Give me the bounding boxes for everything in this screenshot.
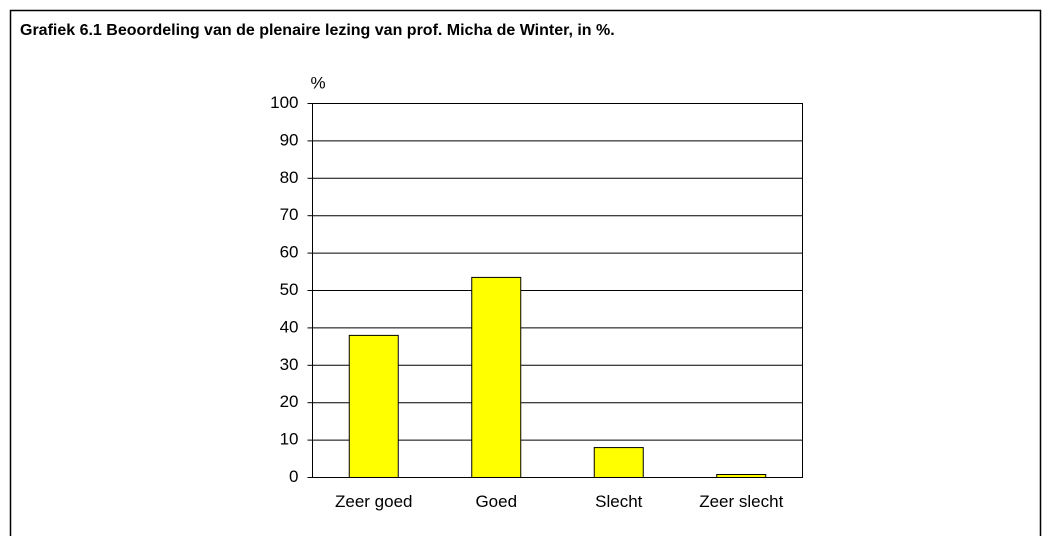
- bar: [593, 447, 644, 478]
- bar: [471, 276, 522, 478]
- frame: [9, 9, 1042, 536]
- y-tick-label: 90: [280, 130, 299, 149]
- bar: [348, 334, 399, 478]
- y-tick-label: 0: [289, 467, 298, 486]
- y-tick-label: 10: [280, 430, 299, 449]
- y-tick-label: 50: [280, 280, 299, 299]
- x-tick-label: Slecht: [595, 492, 643, 511]
- x-tick-label: Zeer goed: [335, 492, 413, 511]
- y-axis-label: %: [310, 73, 325, 92]
- y-tick-label: 70: [280, 205, 299, 224]
- y-tick-label: 100: [270, 93, 298, 112]
- chart-title: Grafiek 6.1 Beoordeling van de plenaire …: [20, 22, 615, 39]
- y-tick-label: 60: [280, 243, 299, 262]
- y-tick-label: 20: [280, 392, 299, 411]
- y-tick-label: 30: [280, 355, 299, 374]
- x-tick-label: Zeer slecht: [699, 492, 783, 511]
- y-tick-label: 40: [280, 317, 299, 336]
- y-tick-label: 80: [280, 168, 299, 187]
- bar: [716, 474, 767, 478]
- x-tick-label: Goed: [475, 492, 517, 511]
